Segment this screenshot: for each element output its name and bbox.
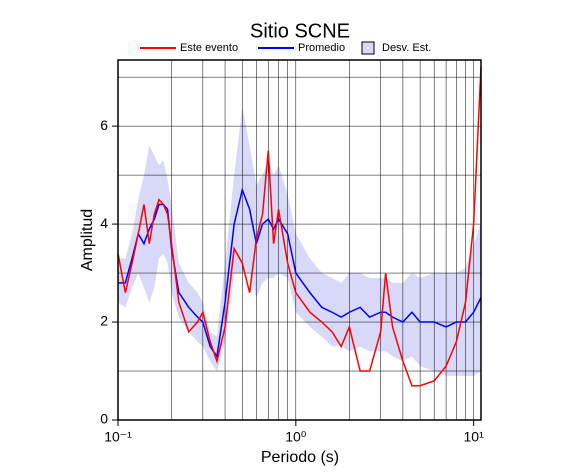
y-tick-label: 6 (100, 117, 108, 133)
legend-label: Desv. Est. (382, 42, 431, 54)
y-tick-label: 4 (100, 215, 108, 231)
series-line (117, 67, 482, 387)
y-axis-label: Amplitud (79, 209, 96, 271)
plot-frame (117, 59, 482, 421)
x-tick-label: 10¹ (464, 429, 485, 445)
x-tick-label: 10⁰ (285, 429, 307, 445)
legend-label: Este evento (180, 42, 238, 54)
legend-swatch (361, 41, 375, 55)
series-line (118, 187, 482, 359)
std-band (118, 106, 481, 376)
x-axis-label: Periodo (s) (261, 449, 339, 466)
legend-label: Promedio (298, 42, 345, 54)
chart-title: Sitio SCNE (250, 20, 350, 42)
y-tick-label: 2 (100, 313, 108, 329)
y-tick-label: 0 (100, 411, 108, 427)
x-tick-label: 10⁻¹ (104, 429, 132, 445)
